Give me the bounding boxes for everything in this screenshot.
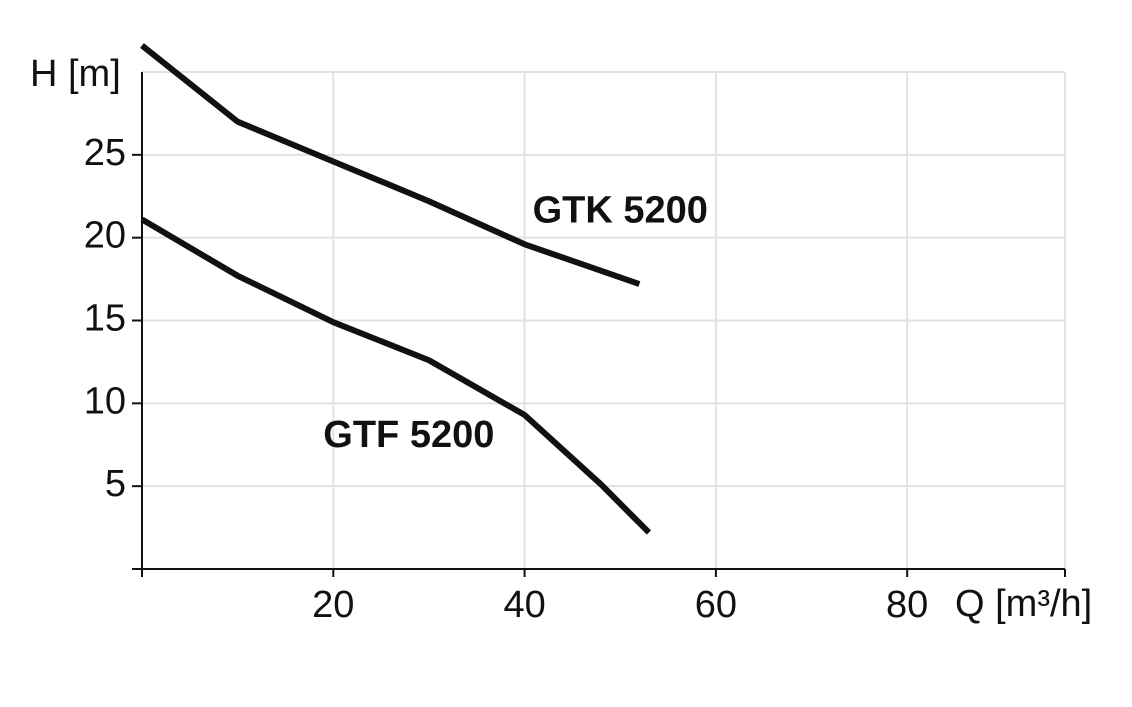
y-tick-label: 25 [84, 132, 126, 174]
x-tick-label: 40 [503, 584, 545, 626]
series-label: GTF 5200 [323, 414, 494, 456]
x-axis-label: Q [m³/h] [955, 583, 1092, 625]
y-tick-label: 15 [84, 298, 126, 340]
series-line [140, 216, 652, 535]
x-tick-label: 20 [312, 584, 354, 626]
y-tick-label: 20 [84, 215, 126, 257]
y-tick-label: 10 [84, 380, 126, 422]
x-tick-label: 80 [886, 584, 928, 626]
series-label: GTK 5200 [533, 189, 708, 231]
y-axis-label: H [m] [30, 53, 121, 95]
x-tick-label: 60 [695, 584, 737, 626]
y-tick-label: 5 [105, 463, 126, 505]
series-line [140, 43, 641, 287]
